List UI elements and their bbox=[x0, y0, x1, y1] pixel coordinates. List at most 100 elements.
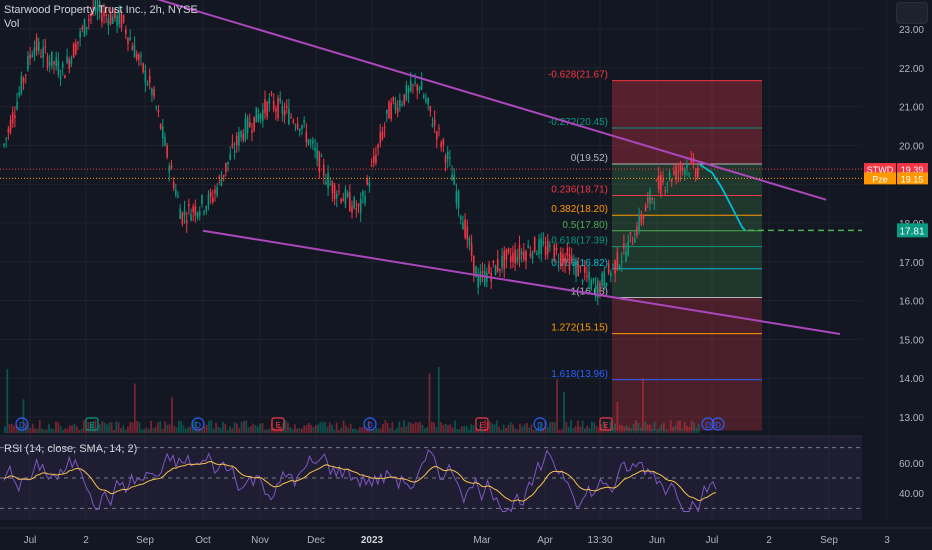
volume-bar bbox=[465, 425, 468, 433]
volume-bar bbox=[94, 420, 97, 433]
candle-body bbox=[353, 197, 355, 208]
candle-body bbox=[27, 55, 29, 70]
candle-body bbox=[507, 248, 510, 253]
volume-bar bbox=[697, 424, 700, 433]
candle-body bbox=[16, 102, 18, 110]
candle-body bbox=[429, 105, 432, 111]
volume-bar bbox=[370, 429, 373, 433]
volume-bar bbox=[101, 421, 104, 433]
candle-body bbox=[35, 37, 38, 51]
volume-bar bbox=[27, 426, 29, 433]
price-badge-label: STWD bbox=[867, 165, 894, 175]
volume-bar bbox=[296, 428, 299, 433]
candle-body bbox=[492, 260, 495, 263]
candle-body bbox=[296, 123, 299, 129]
rsi-title[interactable]: RSI (14, close, SMA, 14, 2) bbox=[4, 443, 138, 455]
time-axis-label: Mar bbox=[473, 535, 491, 546]
volume-bar bbox=[377, 428, 380, 433]
candle-body bbox=[642, 214, 645, 219]
candle-body bbox=[686, 164, 688, 169]
volume-bar bbox=[50, 428, 53, 433]
candle-body bbox=[644, 205, 647, 212]
candle-body bbox=[620, 261, 623, 263]
candle-body bbox=[692, 157, 695, 165]
candle-body bbox=[85, 26, 88, 30]
volume-bar bbox=[382, 423, 384, 433]
volume-bar bbox=[646, 424, 649, 433]
candle-body bbox=[212, 197, 214, 203]
candle-body bbox=[390, 102, 392, 119]
candle-body bbox=[675, 165, 677, 181]
volume-bar bbox=[572, 428, 575, 433]
candle-body bbox=[144, 70, 147, 83]
candle-body bbox=[157, 110, 160, 112]
rsi-sma-line bbox=[3, 461, 717, 502]
volume-bar bbox=[426, 427, 429, 433]
volume-bar bbox=[563, 392, 565, 433]
candle-body bbox=[309, 140, 312, 142]
volume-bar bbox=[472, 425, 475, 433]
candle-body bbox=[5, 137, 7, 140]
candle-body bbox=[79, 31, 81, 38]
candle-body bbox=[588, 271, 590, 280]
volume-bar bbox=[89, 424, 92, 433]
candle-body bbox=[272, 100, 275, 110]
volume-bar bbox=[291, 429, 294, 433]
fib-level-label: 0.236(18.71) bbox=[551, 184, 608, 195]
time-axis-label: Nov bbox=[251, 535, 269, 546]
candle-body bbox=[51, 51, 53, 67]
candle-body bbox=[198, 211, 201, 216]
settings-button[interactable] bbox=[896, 2, 928, 24]
volume-bar bbox=[275, 429, 278, 433]
volume-bar bbox=[277, 423, 280, 433]
candle-body bbox=[242, 134, 245, 141]
volume-bar bbox=[412, 423, 415, 433]
candle-body bbox=[425, 98, 427, 103]
candle-body bbox=[257, 114, 260, 122]
candle-body bbox=[90, 13, 92, 16]
fib-level-label: 0.5(17.80) bbox=[562, 220, 608, 231]
volume-bar bbox=[256, 426, 259, 433]
volume-bar bbox=[468, 429, 470, 433]
volume-bar bbox=[609, 421, 612, 433]
time-axis-label: Sep bbox=[136, 535, 154, 546]
volume-bar bbox=[236, 423, 238, 433]
volume-bar bbox=[421, 424, 424, 433]
volume-bar bbox=[205, 424, 208, 433]
rsi-line bbox=[3, 449, 717, 513]
volume-bar bbox=[80, 429, 83, 433]
candle-body bbox=[77, 41, 79, 43]
event-marker-label: D bbox=[367, 421, 373, 430]
candle-body bbox=[270, 93, 273, 95]
volume-bar bbox=[611, 427, 614, 433]
volume-bar bbox=[238, 428, 241, 433]
candle-body bbox=[444, 156, 447, 164]
candle-body bbox=[551, 260, 553, 262]
volume-bar bbox=[379, 428, 382, 433]
candle-body bbox=[594, 285, 597, 297]
volume-bar bbox=[303, 425, 306, 433]
volume-bar bbox=[178, 420, 180, 433]
candle-body bbox=[335, 194, 338, 199]
volume-bar bbox=[34, 428, 36, 433]
candle-body bbox=[320, 156, 323, 158]
volume-bar bbox=[173, 425, 176, 433]
volume-bar bbox=[152, 427, 155, 433]
candle-body bbox=[103, 10, 105, 17]
volume-bar bbox=[245, 420, 248, 433]
volume-bar bbox=[479, 424, 482, 433]
symbol-title[interactable]: Starwood Property Trust Inc., 2h, NYSE bbox=[4, 4, 198, 16]
volume-bar bbox=[444, 423, 447, 433]
candle-body bbox=[396, 107, 399, 113]
volume-bar bbox=[623, 426, 626, 433]
candle-body bbox=[159, 123, 162, 129]
volume-bar bbox=[358, 427, 361, 433]
volume-bar bbox=[447, 425, 449, 433]
candle-body bbox=[283, 110, 286, 117]
volume-bar bbox=[150, 420, 152, 433]
candle-body bbox=[268, 98, 271, 105]
candle-body bbox=[677, 171, 680, 173]
volume-bar bbox=[154, 426, 157, 433]
